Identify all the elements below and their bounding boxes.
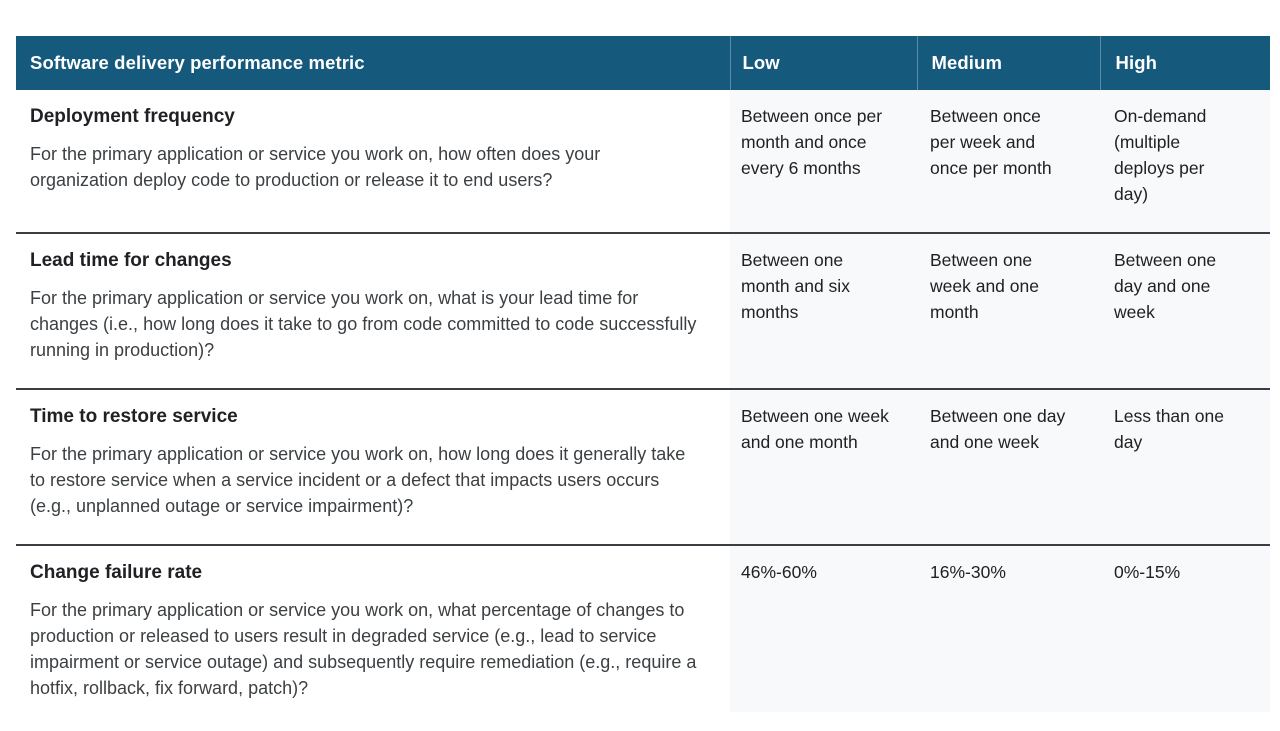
medium-value: Between one day and one week <box>917 389 1100 545</box>
table-row-lead-time-for-changes: Lead time for changes For the primary ap… <box>16 233 1270 389</box>
low-value: Between one week and one month <box>730 389 917 545</box>
header-low: Low <box>729 36 917 90</box>
metric-cell: Change failure rate For the primary appl… <box>16 545 730 712</box>
table-header-row: Software delivery performance metric Low… <box>16 36 1270 90</box>
metric-description: For the primary application or service y… <box>30 144 601 190</box>
metric-description: For the primary application or service y… <box>30 600 697 698</box>
medium-value: 16%-30% <box>917 545 1100 712</box>
low-value: 46%-60% <box>730 545 917 712</box>
metric-cell: Lead time for changes For the primary ap… <box>16 233 730 389</box>
low-value: Between once per month and once every 6 … <box>730 90 917 233</box>
medium-value: Between once per week and once per month <box>917 90 1100 233</box>
table-row-deployment-frequency: Deployment frequency For the primary app… <box>16 90 1270 233</box>
metric-title: Deployment frequency <box>30 106 235 127</box>
metric-title: Change failure rate <box>30 562 203 583</box>
high-value: On-demand (multiple deploys per day) <box>1100 90 1270 233</box>
metric-description: For the primary application or service y… <box>30 288 697 360</box>
software-delivery-performance-table: Software delivery performance metric Low… <box>16 36 1270 712</box>
header-metric: Software delivery performance metric <box>16 36 730 90</box>
metric-title: Lead time for changes <box>30 250 232 271</box>
high-value: Less than one day <box>1100 389 1270 545</box>
metric-cell: Time to restore service For the primary … <box>16 389 730 545</box>
high-value: 0%-15% <box>1100 545 1270 712</box>
header-high: High <box>1099 36 1270 90</box>
metric-description: For the primary application or service y… <box>30 444 686 516</box>
low-value: Between one month and six months <box>730 233 917 389</box>
high-value: Between one day and one week <box>1100 233 1270 389</box>
header-medium: Medium <box>916 36 1100 90</box>
metric-cell: Deployment frequency For the primary app… <box>16 90 730 233</box>
medium-value: Between one week and one month <box>917 233 1100 389</box>
metric-title: Time to restore service <box>30 406 238 427</box>
table-row-change-failure-rate: Change failure rate For the primary appl… <box>16 545 1270 712</box>
table-row-time-to-restore-service: Time to restore service For the primary … <box>16 389 1270 545</box>
